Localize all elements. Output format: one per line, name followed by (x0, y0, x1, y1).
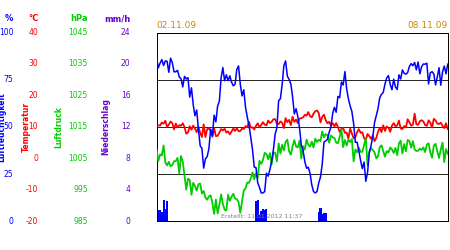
Text: Niederschlag: Niederschlag (101, 98, 110, 155)
Bar (318, 212, 320, 221)
Bar (158, 210, 159, 221)
Text: 20: 20 (121, 60, 130, 68)
Text: 985: 985 (73, 217, 88, 226)
Text: 02.11.09: 02.11.09 (157, 21, 197, 30)
Text: 75: 75 (4, 75, 13, 84)
Bar (166, 200, 168, 221)
Text: 50: 50 (4, 122, 13, 132)
Text: 1005: 1005 (68, 154, 88, 163)
Text: 0: 0 (126, 217, 130, 226)
Text: 1045: 1045 (68, 28, 88, 37)
Text: 8: 8 (126, 154, 130, 163)
Text: 1015: 1015 (68, 122, 88, 132)
Bar (164, 209, 166, 221)
Bar (255, 201, 257, 221)
Bar (162, 200, 165, 221)
Bar (159, 210, 161, 221)
Bar (264, 210, 266, 221)
Text: 1035: 1035 (68, 60, 88, 68)
Bar (320, 208, 321, 221)
Text: 40: 40 (28, 28, 38, 37)
Text: 1025: 1025 (68, 91, 88, 100)
Text: 08.11.09: 08.11.09 (408, 21, 448, 30)
Text: -20: -20 (26, 217, 38, 226)
Text: hPa: hPa (70, 14, 88, 23)
Text: %: % (5, 14, 13, 23)
Text: 10: 10 (29, 122, 38, 132)
Text: Erstellt: 11.01.2012 11:37: Erstellt: 11.01.2012 11:37 (220, 214, 302, 219)
Text: 24: 24 (121, 28, 130, 37)
Text: 0: 0 (9, 217, 13, 226)
Text: Temperatur: Temperatur (22, 102, 31, 152)
Text: 4: 4 (126, 185, 130, 194)
Text: -10: -10 (26, 185, 38, 194)
Text: mm/h: mm/h (104, 14, 130, 23)
Text: Luftfeuchtigkeit: Luftfeuchtigkeit (0, 92, 6, 162)
Bar (258, 215, 261, 221)
Bar (262, 209, 264, 221)
Bar (323, 213, 325, 221)
Bar (266, 209, 267, 221)
Bar (256, 200, 259, 221)
Text: 20: 20 (29, 91, 38, 100)
Bar (324, 213, 327, 221)
Text: 30: 30 (28, 60, 38, 68)
Text: 100: 100 (0, 28, 14, 37)
Bar (321, 214, 323, 221)
Text: 0: 0 (33, 154, 38, 163)
Text: Luftdruck: Luftdruck (54, 106, 63, 148)
Text: 995: 995 (73, 185, 88, 194)
Text: °C: °C (28, 14, 38, 23)
Text: 16: 16 (121, 91, 130, 100)
Text: 12: 12 (121, 122, 130, 132)
Text: 25: 25 (4, 170, 14, 178)
Bar (260, 211, 262, 221)
Bar (161, 212, 163, 221)
Bar (156, 197, 158, 221)
